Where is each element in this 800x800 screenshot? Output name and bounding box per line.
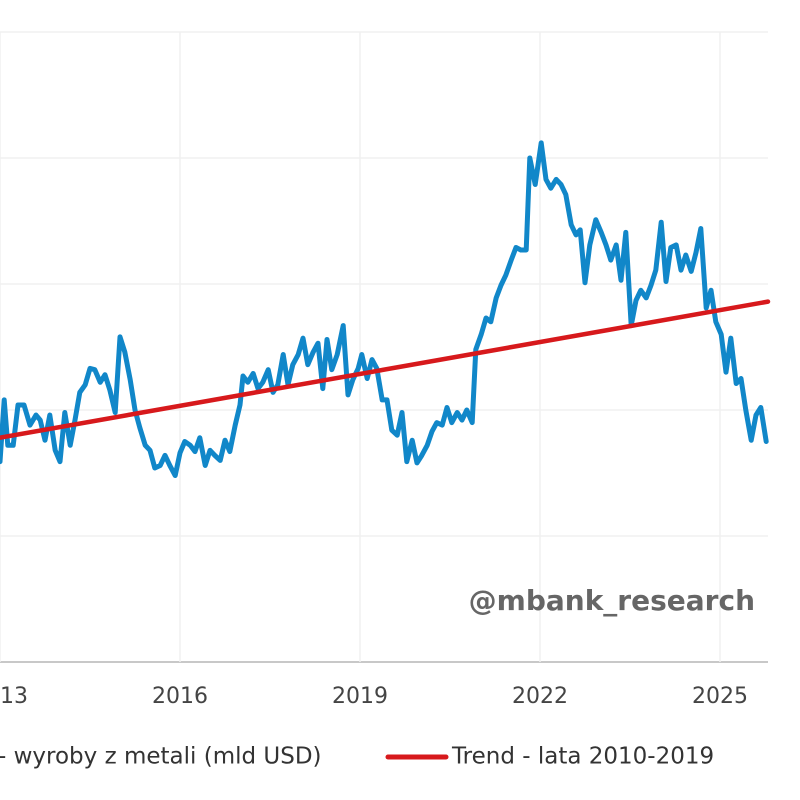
legend-label: Trend - lata 2010-2019	[451, 744, 714, 770]
x-tick-label: 2013	[0, 684, 28, 709]
plot	[0, 140, 771, 479]
legend: - wyroby z metali (mld USD) Trend - lata …	[0, 744, 714, 770]
x-tick-label: 2025	[692, 684, 748, 709]
x-tick-label: 2016	[152, 684, 208, 709]
data-line	[0, 140, 769, 479]
grid	[0, 31, 768, 663]
legend-label: - wyroby z metali (mld USD)	[0, 744, 322, 770]
x-axis: 2013 2016 2019 2022 2025	[0, 684, 748, 709]
watermark: @mbank_research	[469, 584, 755, 617]
data-line	[0, 299, 771, 440]
x-tick-label: 2022	[512, 684, 568, 709]
x-tick-label: 2019	[332, 684, 388, 709]
